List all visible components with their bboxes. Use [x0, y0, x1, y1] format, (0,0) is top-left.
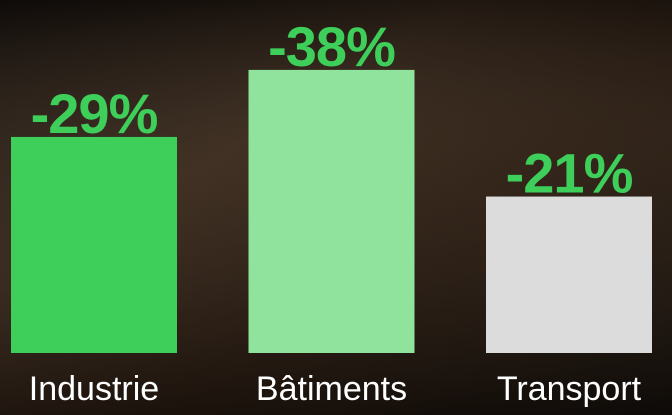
category-label: Industrie	[29, 370, 159, 408]
category-label: Bâtiments	[256, 370, 407, 408]
category-label: Transport	[497, 370, 642, 408]
bar	[486, 196, 652, 353]
value-label: -21%	[506, 142, 633, 205]
bar	[248, 69, 415, 354]
value-label: -38%	[268, 15, 395, 78]
bar	[11, 136, 177, 353]
value-label: -29%	[31, 82, 158, 145]
